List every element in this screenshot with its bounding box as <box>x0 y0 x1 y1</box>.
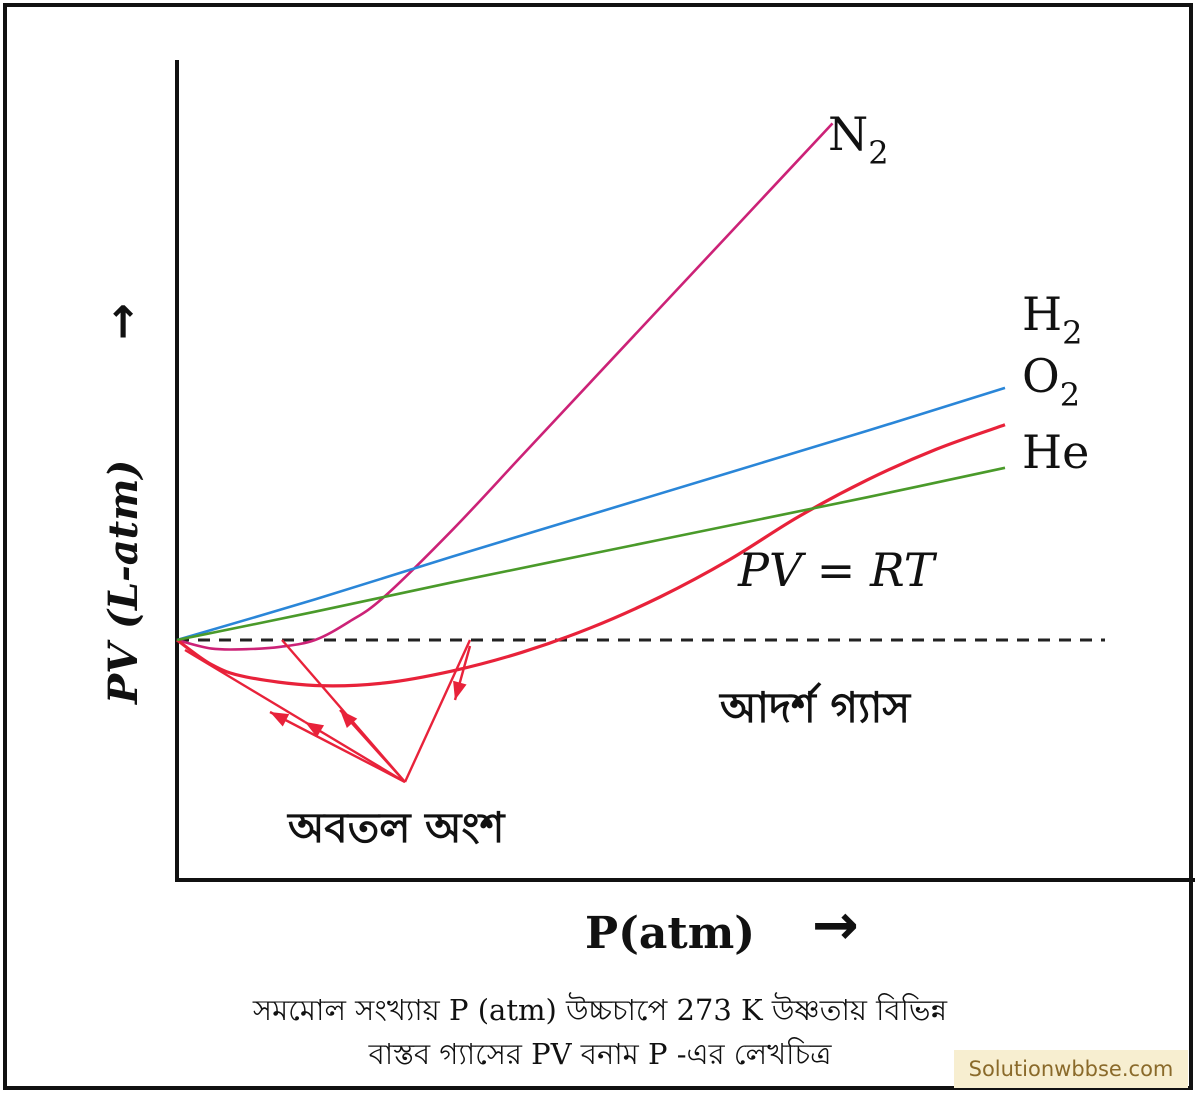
pointer-line-2 <box>304 720 406 784</box>
series-label-he: He <box>1022 425 1089 479</box>
concave-annotation: অবতল অংশ <box>286 803 507 852</box>
pointer-arrowhead-1 <box>270 712 290 727</box>
pointer-arrowhead-3 <box>340 710 358 729</box>
series-label-h2: H2 <box>1022 287 1082 352</box>
pointer-line-5 <box>403 639 472 783</box>
y-axis-arrow: → <box>97 303 148 340</box>
series-line-n2 <box>176 122 834 651</box>
y-axis-label: PV (L-atm) <box>100 460 147 705</box>
series-label-n2: N2 <box>828 107 889 172</box>
pointer-arrowhead-2 <box>305 722 325 738</box>
series-line-h2 <box>176 386 1006 642</box>
caption-line-1: সমমোল সংখ্যায় P (atm) উচ্চচাপে 273 K উষ… <box>252 993 948 1027</box>
pointer-line-6 <box>184 648 306 724</box>
equation-annotation: PV = RT <box>737 543 938 597</box>
watermark: Solutionwbbse.com <box>954 1050 1188 1088</box>
pointer-line-4 <box>281 639 406 783</box>
axes <box>175 60 1195 882</box>
series-line-o2 <box>176 423 1006 688</box>
ideal-gas-annotation: আদর্শ গ্যাস <box>718 681 911 732</box>
series-line-he <box>176 466 1006 642</box>
x-axis-label: P(atm) <box>585 908 755 959</box>
x-axis-arrow: → <box>812 893 859 958</box>
image-frame <box>3 3 1193 1090</box>
pointer-arrowhead-7 <box>453 680 467 700</box>
concave-pointers <box>184 639 472 784</box>
series-label-o2: O2 <box>1022 349 1080 414</box>
pointer-line-1 <box>269 710 406 784</box>
figure-caption: সমমোল সংখ্যায় P (atm) উচ্চচাপে 273 K উষ… <box>0 988 1200 1076</box>
caption-line-2: বাস্তব গ্যাসের PV বনাম P -এর লেখচিত্র <box>368 1037 832 1071</box>
